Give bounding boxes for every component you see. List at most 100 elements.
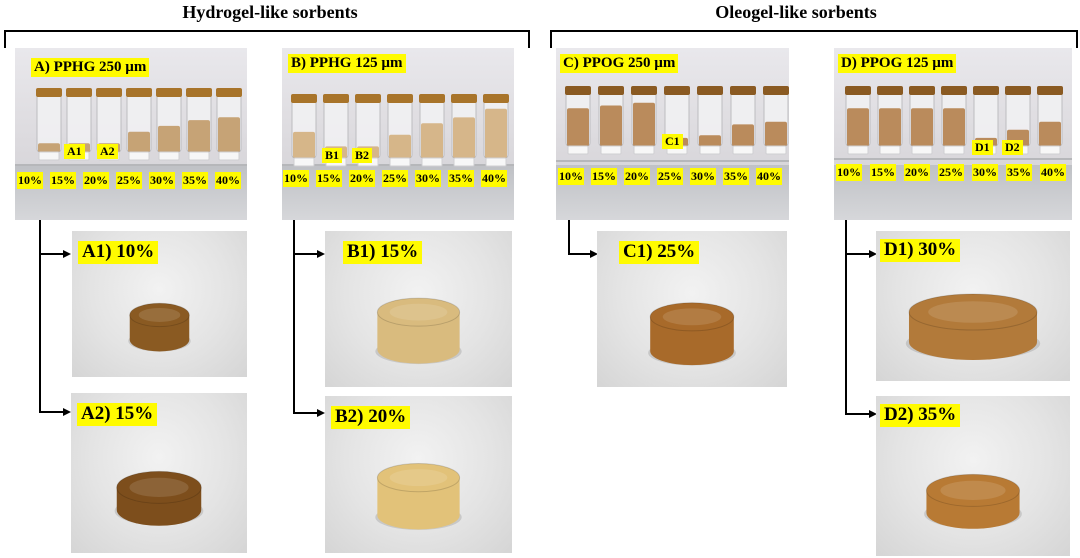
percent-label: 35% [182, 172, 208, 189]
connector-b2 [293, 412, 317, 414]
percent-label: 10% [836, 164, 862, 181]
vial [126, 88, 152, 161]
percent-label: 40% [756, 168, 782, 185]
panel-shelf [834, 158, 1072, 160]
vial-tag-a2: A2 [97, 144, 118, 160]
arrow-b2 [317, 409, 325, 417]
percent-label: 25% [382, 170, 408, 187]
vial [877, 86, 903, 155]
vial-panel-b: B) PPHG 125 µm B1 B2 10% 15% 20% 25% 30%… [282, 48, 514, 220]
percent-label: 20% [349, 170, 375, 187]
vials-c [565, 86, 789, 155]
arrow-b1 [317, 250, 325, 258]
vials-d [845, 86, 1063, 155]
vial [451, 94, 477, 167]
percent-label: 40% [1040, 164, 1066, 181]
photo-label-a2: A2) 15% [77, 403, 158, 426]
vial [763, 86, 789, 155]
panel-label-d: D) PPOG 125 µm [838, 54, 957, 73]
group-title-oleogel: Oleogel-like sorbents [715, 2, 877, 22]
vials-a [36, 88, 242, 161]
vial [419, 94, 445, 167]
bracket-oleogel [550, 30, 1078, 48]
percent-label: 30% [972, 164, 998, 181]
vial [730, 86, 756, 155]
vial [941, 86, 967, 155]
photo-d2: D2) 35% [876, 396, 1070, 556]
connector-a1 [39, 253, 63, 255]
vial [565, 86, 591, 155]
connector-a-vertical [39, 220, 41, 412]
vial [697, 86, 723, 155]
percent-label: 30% [690, 168, 716, 185]
panel-label-a: A) PPHG 250 µm [31, 58, 150, 77]
photo-label-a1: A1) 10% [78, 241, 159, 264]
vial-panel-c: C) PPOG 250 µm C1 10% 15% 20% 25% 30% 35… [556, 48, 789, 220]
bracket-hydrogel [4, 30, 530, 48]
percent-label: 25% [938, 164, 964, 181]
vial [631, 86, 657, 155]
photo-label-b2: B2) 20% [331, 406, 411, 429]
panel-shelf [556, 160, 789, 162]
percent-row-b: 10% 15% 20% 25% 30% 35% 40% [283, 170, 513, 188]
arrow-d2 [869, 410, 877, 418]
percent-row-c: 10% 15% 20% 25% 30% 35% 40% [558, 168, 788, 186]
photo-a2: A2) 15% [71, 393, 247, 553]
percent-label: 15% [870, 164, 896, 181]
sample-disc [924, 473, 1022, 529]
percent-label: 15% [50, 172, 76, 189]
sample-disc [375, 297, 462, 365]
percent-label: 20% [904, 164, 930, 181]
connector-b-vertical [293, 220, 295, 414]
vial [36, 88, 62, 161]
vial-tag-d1: D1 [972, 140, 993, 156]
photo-a1: A1) 10% [72, 231, 247, 377]
photo-label-b1: B1) 15% [343, 241, 423, 264]
connector-b1 [293, 253, 317, 255]
percent-label: 15% [591, 168, 617, 185]
vial-panel-d: D) PPOG 125 µm D1 D2 10% 15% 20% 25% 30%… [834, 48, 1072, 220]
percent-label: 25% [657, 168, 683, 185]
photo-d1: D1) 30% [876, 231, 1070, 381]
vial [483, 94, 509, 167]
percent-row-d: 10% 15% 20% 25% 30% 35% 40% [836, 164, 1072, 182]
percent-label: 30% [415, 170, 441, 187]
vial [909, 86, 935, 155]
percent-label: 10% [17, 172, 43, 189]
percent-label: 10% [283, 170, 309, 187]
arrow-c1 [590, 250, 598, 258]
percent-label: 40% [481, 170, 507, 187]
photo-b1: B1) 15% [325, 231, 512, 387]
photo-c1: C1) 25% [597, 231, 787, 387]
percent-label: 30% [149, 172, 175, 189]
arrow-a2 [63, 408, 71, 416]
percent-label: 15% [316, 170, 342, 187]
sample-disc [114, 470, 204, 526]
vial-tag-d2: D2 [1002, 140, 1023, 156]
photo-label-d2: D2) 35% [880, 404, 961, 427]
sample-disc [128, 302, 191, 352]
vial [186, 88, 212, 161]
connector-d1 [845, 253, 869, 255]
percent-label: 10% [558, 168, 584, 185]
sample-disc [375, 463, 462, 530]
vial [216, 88, 242, 161]
vial [1037, 86, 1063, 155]
vial [291, 94, 317, 167]
vials-b [291, 94, 509, 167]
percent-label: 40% [215, 172, 241, 189]
sample-disc [905, 293, 1041, 360]
percent-row-a: 10% 15% 20% 25% 30% 35% 40% [17, 172, 247, 190]
arrow-d1 [869, 250, 877, 258]
percent-label: 20% [83, 172, 109, 189]
vial [387, 94, 413, 167]
connector-a2 [39, 411, 63, 413]
vial-tag-a1: A1 [64, 144, 85, 160]
arrow-a1 [63, 250, 71, 258]
panel-label-c: C) PPOG 250 µm [560, 54, 679, 73]
percent-label: 25% [116, 172, 142, 189]
photo-b2: B2) 20% [325, 396, 512, 553]
vial [598, 86, 624, 155]
vial-panel-a: A) PPHG 250 µm A1 A2 10% 15% 20% 25% 30%… [15, 48, 247, 220]
percent-label: 35% [723, 168, 749, 185]
